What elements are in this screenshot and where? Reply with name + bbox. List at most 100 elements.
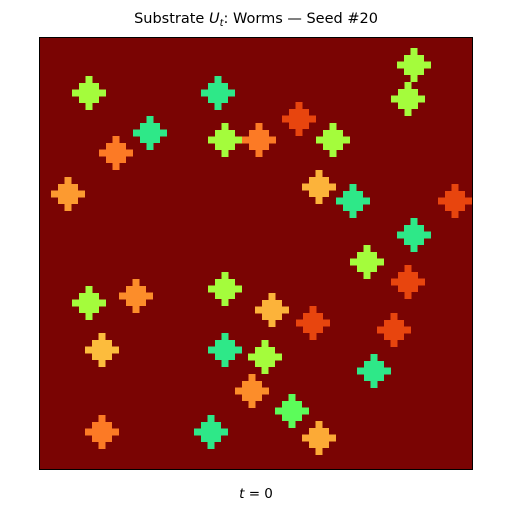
blob-1 xyxy=(397,48,431,82)
blob-cell-row xyxy=(397,231,431,239)
blob-32 xyxy=(302,421,336,455)
blob-cell-row xyxy=(397,271,419,279)
blob-cell-row xyxy=(308,176,330,184)
blob-29 xyxy=(275,394,309,428)
blob-cell-row xyxy=(254,360,276,368)
blob-cell-row xyxy=(363,360,385,368)
blob-cell-row xyxy=(85,103,93,110)
blob-cell-row xyxy=(221,360,229,367)
blob-cell-row xyxy=(207,442,215,449)
blob-cell-row xyxy=(139,136,161,144)
blob-24 xyxy=(85,333,119,367)
blob-cell-row xyxy=(85,286,93,293)
blob-9 xyxy=(316,123,350,157)
blob-12 xyxy=(51,177,85,211)
blob-cell-row xyxy=(105,156,127,164)
blob-cell-row xyxy=(296,319,330,327)
blob-cell-row xyxy=(248,374,256,381)
title-prefix: Substrate xyxy=(134,11,209,27)
blob-cell-row xyxy=(451,184,459,191)
blob-cell-row xyxy=(208,285,242,293)
blob-cell-row xyxy=(98,360,106,367)
blob-cell-row xyxy=(207,82,229,90)
blob-cell-row xyxy=(214,76,222,83)
blob-cell-row xyxy=(85,428,119,436)
blob-13 xyxy=(336,184,370,218)
blob-cell-row xyxy=(315,170,323,177)
blob-cell-row xyxy=(98,442,106,449)
blob-cell-row xyxy=(336,197,370,205)
blob-cell-row xyxy=(322,129,344,137)
blob-cell-row xyxy=(221,123,229,130)
blob-cell-row xyxy=(207,415,215,422)
blob-cell-row xyxy=(78,306,100,314)
blob-cell-row xyxy=(119,292,153,300)
blob-cell-row xyxy=(404,82,412,89)
blob-cell-row xyxy=(316,136,350,144)
blob-cell-row xyxy=(302,434,336,442)
blob-cell-row xyxy=(410,48,418,55)
blob-cell-row xyxy=(261,367,269,374)
blob-2 xyxy=(72,76,106,110)
blob-cell-row xyxy=(281,400,303,408)
blob-cell-row xyxy=(91,339,113,347)
title-variable: Ut xyxy=(209,11,224,29)
blob-cell-row xyxy=(194,428,228,436)
blob-cell-row xyxy=(315,421,323,428)
blob-cell-row xyxy=(383,333,405,341)
blob-cell-row xyxy=(255,306,289,314)
blob-cell-row xyxy=(308,427,330,435)
blob-cell-row xyxy=(98,333,106,340)
blob-cell-row xyxy=(214,129,236,137)
blob-cell-row xyxy=(201,89,235,97)
blob-cell-row xyxy=(78,292,100,300)
blob-cell-row xyxy=(438,197,472,205)
blob-cell-row xyxy=(214,339,236,347)
blob-cell-row xyxy=(57,183,79,191)
time-variable: t xyxy=(239,486,245,502)
blob-cell-row xyxy=(309,306,317,313)
blob-25 xyxy=(208,333,242,367)
blob-cell-row xyxy=(133,129,167,137)
blob-cell-row xyxy=(302,312,324,320)
blob-cell-row xyxy=(315,197,323,204)
blob-cell-row xyxy=(125,285,147,293)
blob-cell-row xyxy=(132,279,140,286)
blob-cell-row xyxy=(78,96,100,104)
blob-cell-row xyxy=(91,435,113,443)
blob-4 xyxy=(391,82,425,116)
substrate-field xyxy=(39,37,473,470)
blob-cell-row xyxy=(356,251,378,259)
blob-cell-row xyxy=(214,292,236,300)
blob-16 xyxy=(350,245,384,279)
blob-cell-row xyxy=(261,340,269,347)
blob-3 xyxy=(201,76,235,110)
blob-cell-row xyxy=(370,354,378,361)
blob-cell-row xyxy=(268,320,276,327)
blob-cell-row xyxy=(132,306,140,313)
time-value: = 0 xyxy=(244,486,273,502)
blob-cell-row xyxy=(404,109,412,116)
time-caption: t = 0 xyxy=(0,484,512,504)
blob-cell-row xyxy=(268,293,276,300)
blob-cell-row xyxy=(391,278,425,286)
blob-cell-row xyxy=(241,394,263,402)
blob-cell-row xyxy=(309,333,317,340)
blob-cell-row xyxy=(98,415,106,422)
blob-cell-row xyxy=(235,387,269,395)
blob-cell-row xyxy=(329,150,337,157)
blob-cell-row xyxy=(91,421,113,429)
blob-26 xyxy=(248,340,282,374)
blob-cell-row xyxy=(78,82,100,90)
blob-cell-row xyxy=(349,184,357,191)
blob-cell-row xyxy=(363,245,371,252)
blob-20 xyxy=(72,286,106,320)
blob-cell-row xyxy=(356,265,378,273)
blob-cell-row xyxy=(255,150,263,157)
blob-cell-row xyxy=(404,265,412,272)
blob-cell-row xyxy=(370,381,378,388)
figure-title: Substrate Ut: Worms — Seed #20 xyxy=(0,9,512,29)
blob-cell-row xyxy=(308,441,330,449)
blob-cell-row xyxy=(248,143,270,151)
blob-14 xyxy=(438,184,472,218)
